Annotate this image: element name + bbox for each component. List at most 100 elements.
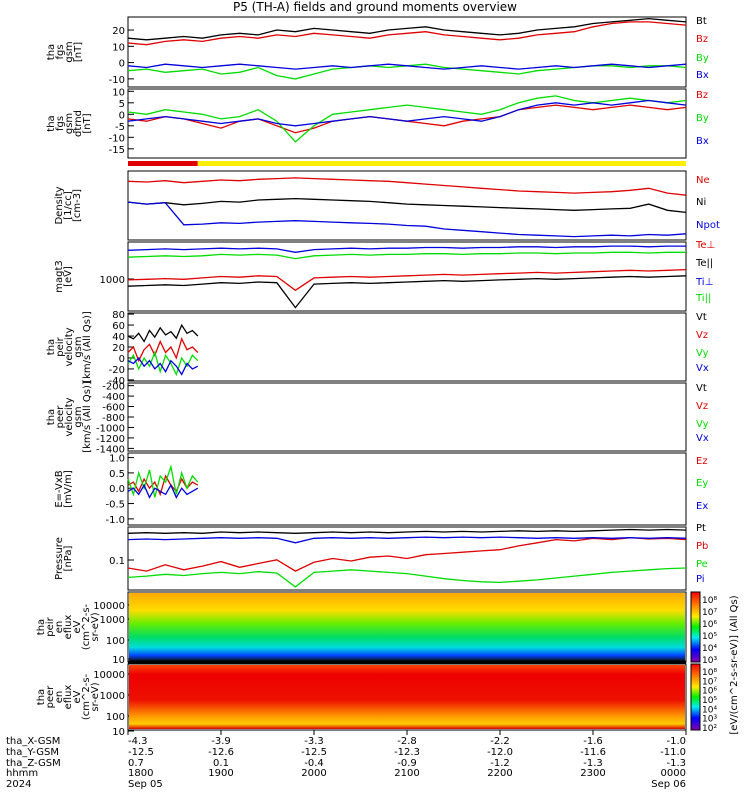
panel-2-ytick-label: -5 (115, 122, 125, 133)
panel-1-ytick-label: 0 (119, 59, 125, 70)
panel-10-ylabel-line: peer (45, 685, 56, 709)
legend-bz: Bz (696, 90, 708, 101)
colorbar-tick-label: 10⁸ (702, 596, 717, 606)
xaxis-value: 0.7 (128, 758, 144, 769)
panel-7-ylabel-line: E=-VxB (54, 470, 65, 507)
panel-9-ytick-label: 1000 (100, 615, 125, 626)
series-line-pe (127, 567, 687, 588)
xaxis-value: 2200 (487, 768, 512, 779)
xaxis-value: Sep 05 (128, 779, 163, 790)
panel-5-ytick-label: 20 (112, 343, 125, 354)
panel-2-ylabel-line: gsm (64, 113, 75, 134)
mode-bar-segment-red (128, 161, 198, 166)
panel-10-ylabel-line: eV (72, 690, 83, 703)
panel-9-ytick-label: 10 (112, 655, 125, 666)
legend-ex: Ex (696, 501, 708, 512)
series-line-bx (127, 99, 687, 127)
panel-frame-3 (127, 170, 687, 241)
colorbar-tick-label: 10³ (702, 715, 717, 725)
panel-9-ylabel-line: tha (36, 619, 47, 635)
colorbar-electron (690, 663, 701, 731)
xaxis-value: -12.5 (301, 747, 327, 758)
panel-1-ytick-label: -10 (109, 75, 125, 86)
plot-title: P5 (TH-A) fields and ground moments over… (233, 0, 517, 14)
panel-6-ylabel-line: tha (46, 409, 57, 425)
xaxis-row-label: tha_Y-GSM (6, 747, 59, 758)
legend-te: Te|| (695, 258, 713, 269)
panel-3-ylabel-line: [1/cc] (63, 191, 74, 220)
panel-4-ylabel-line: magt3 (54, 260, 65, 293)
panel-1-ylabel-line: gsm (64, 41, 75, 62)
xaxis-row-label: hhmm (6, 768, 38, 779)
xaxis-value: -4.3 (128, 736, 148, 747)
xaxis-value: -11.0 (660, 747, 686, 758)
series-line-ey (127, 464, 199, 498)
panel-1-ylabel-line: tha (46, 44, 57, 60)
legend-pe: Pe (696, 559, 708, 570)
panel-5-ylabel-line: [km/s (All Qs)] (82, 311, 93, 383)
legend-vt: Vt (696, 383, 707, 394)
legend-vt: Vt (696, 312, 707, 323)
panel-6-ytick-label: -1200 (96, 434, 125, 445)
panel-6-ytick-label: -400 (102, 392, 125, 403)
panel-frame-1 (127, 16, 687, 88)
series-line-bx (127, 63, 687, 70)
panel-frame-4 (127, 241, 687, 312)
panel-10-ytick-label: 10000 (93, 670, 125, 681)
panel-10-ytick-label: 1000 (100, 691, 125, 702)
xaxis-value: -1.0 (666, 736, 686, 747)
panel-1-ylabel-line: fgs (55, 44, 66, 59)
colorbar-tick-label: 10⁵ (702, 696, 717, 706)
series-line-pt (127, 528, 687, 534)
legend-by: By (696, 53, 709, 64)
panel-7-ytick-label: 0.5 (109, 469, 125, 480)
xaxis-value: -12.0 (487, 747, 513, 758)
legend-vx: Vx (696, 433, 709, 444)
xaxis-value: -1.3 (583, 758, 603, 769)
xaxis-row-label: tha_X-GSM (6, 736, 60, 747)
xaxis-value: -1.6 (583, 736, 603, 747)
panel-9-ylabel-line: eV (72, 620, 83, 633)
panel-6-ytick-label: -200 (102, 382, 125, 393)
series-line-te (127, 268, 687, 292)
panel-9-ylabel-line: sr-eV) (90, 612, 101, 641)
panel-2-ytick-label: -10 (109, 133, 125, 144)
panel-10-ylabel-line: (cm^2-s- (81, 673, 92, 720)
panel-1-ytick-label: 20 (112, 26, 125, 37)
series-line-bz (127, 21, 687, 46)
colorbar-tick-label: 10³ (702, 656, 717, 666)
series-line-by (127, 95, 687, 143)
panel-8-ytick-label: 0.1 (109, 556, 125, 567)
panel-3-ylabel-line: [cm-3] (72, 189, 83, 222)
xaxis-value: -3.3 (304, 736, 324, 747)
series-line-vt (127, 323, 199, 343)
panel-2-ytick-label: 0 (119, 110, 125, 121)
panel-10-ytick-label: 10 (112, 727, 125, 738)
xaxis-value: -1.2 (490, 758, 510, 769)
panel-8-ylabel-line: Pressure (54, 537, 65, 580)
series-line-ne (127, 177, 687, 196)
legend-bx: Bx (696, 136, 709, 147)
legend-ti: Ti⊥ (695, 277, 713, 288)
series-line-npot (127, 201, 687, 238)
xaxis-value: 0.1 (213, 758, 229, 769)
panel-5-ytick-label: 80 (112, 310, 125, 321)
xaxis-value: Sep 06 (651, 779, 686, 790)
panel-frame-5 (127, 312, 687, 382)
xaxis-value: -3.9 (211, 736, 231, 747)
panel-9-ylabel-line: en (54, 621, 65, 634)
xaxis-value: -0.9 (397, 758, 417, 769)
colorbar-ion (690, 591, 701, 663)
panel-7-ytick-label: 0.0 (109, 484, 125, 495)
panel-2-ylabel-line: dtrnd (73, 110, 84, 137)
spectrogram-electron (129, 665, 685, 729)
panel-2-ylabel-line: fgs (55, 116, 66, 131)
panel-5-ytick-label: 0 (119, 354, 125, 365)
panel-5-ylabel-line: velocity (64, 327, 75, 366)
legend-te: Te⊥ (695, 240, 715, 251)
legend-ne: Ne (696, 175, 710, 186)
legend-ez: Ez (696, 456, 708, 467)
panel-10-ytick-label: 100 (106, 712, 125, 723)
